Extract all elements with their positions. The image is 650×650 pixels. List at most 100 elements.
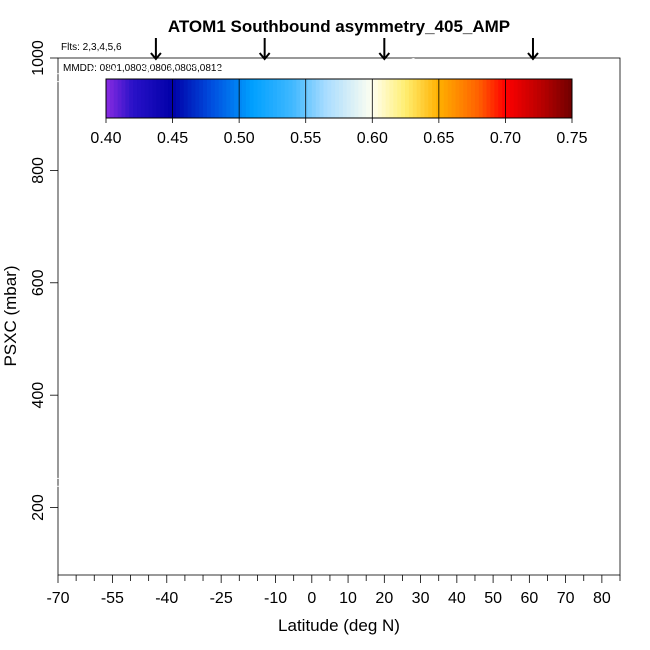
- colorbar-segment: [172, 79, 177, 118]
- colorbar-segment: [525, 79, 530, 118]
- colorbar-tick-label: 0.40: [90, 130, 121, 147]
- observation-point: [278, 440, 288, 450]
- colorbar-segment: [408, 79, 414, 118]
- observation-point: [300, 458, 310, 468]
- x-tick-label: 30: [412, 590, 430, 607]
- colorbar-segment: [311, 79, 317, 118]
- colorbar-segment: [521, 79, 526, 118]
- observation-point: [107, 435, 117, 445]
- observation-point: [252, 460, 262, 470]
- observation-point: [343, 462, 353, 472]
- observation-point: [336, 271, 346, 281]
- observation-point: [452, 267, 462, 276]
- colorbar-segment: [564, 79, 569, 118]
- observation-point: [169, 278, 179, 288]
- observation-point: [307, 295, 317, 305]
- observation-point: [470, 61, 480, 71]
- colorbar-segment: [517, 79, 523, 118]
- colorbar-frame: [105, 78, 573, 119]
- colorbar-segment: [230, 79, 235, 118]
- colorbar-segment: [137, 79, 142, 118]
- flight-arrow: [378, 38, 391, 61]
- observation-point: [524, 458, 534, 468]
- observation-point: [434, 300, 444, 310]
- flight-arrow: [150, 38, 162, 61]
- observation-point: [372, 362, 382, 372]
- colorbar-segment: [482, 79, 488, 118]
- colorbar-segment: [300, 79, 305, 118]
- observation-point: [307, 368, 317, 378]
- observation-point: [365, 149, 375, 158]
- observation-point: [586, 264, 596, 274]
- observation-point: [481, 365, 491, 375]
- colorbar-segment: [393, 79, 398, 118]
- y-tick-label: 400: [30, 382, 47, 409]
- flight-arrows: [150, 38, 539, 61]
- colorbar-segment: [113, 79, 119, 118]
- observation-point: [169, 430, 179, 439]
- observation-point: [191, 464, 201, 474]
- colorbar: 0.40 0.45 0.50 0.55 0.60 0.65 0.70 0.75: [90, 78, 588, 147]
- observation-point: [242, 306, 251, 316]
- observation-point: [198, 306, 208, 316]
- arrow-head: [258, 52, 271, 61]
- observation-point: [89, 67, 99, 77]
- observation-point: [568, 309, 578, 319]
- colorbar-segment: [245, 79, 251, 118]
- observation-point: [572, 466, 581, 476]
- colorbar-segment: [331, 79, 336, 118]
- observation-point: [176, 235, 186, 245]
- colorbar-segment: [292, 79, 297, 118]
- colorbar-tick-label: 0.60: [357, 130, 388, 147]
- observation-point: [205, 341, 215, 351]
- colorbar-segment: [238, 79, 243, 118]
- colorbar-segment: [106, 79, 111, 118]
- observation-point: [597, 154, 607, 164]
- y-tick-label: 800: [30, 157, 47, 184]
- observation-point: [343, 393, 353, 403]
- flight-arrow: [527, 38, 539, 61]
- observation-point: [597, 449, 607, 459]
- x-tick-label: -70: [46, 590, 69, 607]
- observation-point: [398, 431, 407, 441]
- colorbar-tick-label: 0.65: [423, 130, 454, 147]
- colorbar-segment: [451, 79, 456, 118]
- colorbar-tick-label: 0.55: [290, 130, 321, 147]
- observation-point: [408, 58, 418, 67]
- observation-point: [561, 260, 571, 270]
- colorbar-segment: [397, 79, 402, 118]
- observation-point: [314, 61, 324, 71]
- observation-point: [318, 340, 328, 350]
- observation-point: [107, 171, 117, 181]
- observation-point: [372, 334, 382, 344]
- observation-point: [155, 452, 164, 462]
- observation-point: [543, 182, 552, 192]
- y-axis: 200 400 600 800 1000: [30, 40, 58, 521]
- colorbar-segment: [206, 79, 212, 118]
- observation-point: [430, 331, 440, 341]
- colorbar-segment: [187, 79, 192, 118]
- y-axis-label: PSXC (mbar): [1, 265, 20, 366]
- colorbar-segment: [401, 79, 406, 118]
- colorbar-segment: [257, 79, 262, 118]
- colorbar-segment: [168, 79, 173, 118]
- observation-point: [481, 432, 491, 442]
- colorbar-segment: [474, 79, 480, 118]
- colorbar-segment: [307, 79, 313, 118]
- observation-point: [495, 67, 505, 77]
- colorbar-segment: [568, 79, 573, 118]
- colorbar-segment: [129, 79, 134, 118]
- colorbar-segment: [560, 79, 565, 118]
- colorbar-segment: [175, 79, 181, 118]
- colorbar-segment: [323, 79, 328, 118]
- observation-point: [546, 441, 556, 451]
- observation-point: [173, 462, 183, 472]
- colorbar-segment: [455, 79, 460, 118]
- observation-point: [481, 455, 491, 465]
- colorbar-segment: [537, 79, 542, 118]
- observation-point: [579, 227, 589, 237]
- colorbar-segment: [373, 79, 379, 118]
- observation-point: [343, 59, 353, 69]
- colorbar-segment: [486, 79, 491, 118]
- observation-point: [579, 468, 589, 478]
